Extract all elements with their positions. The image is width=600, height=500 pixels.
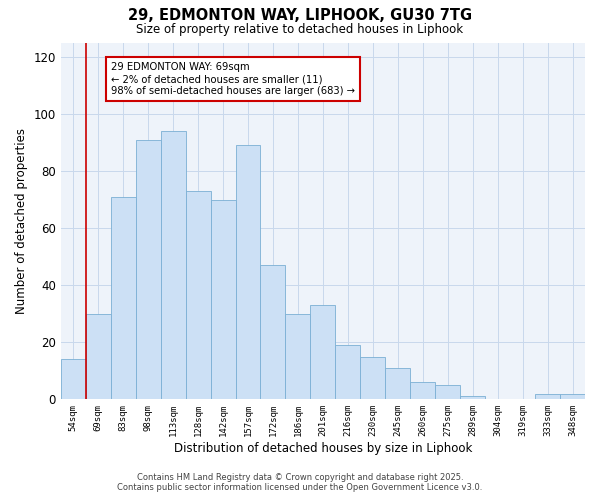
Bar — [310, 305, 335, 400]
Bar — [460, 396, 485, 400]
X-axis label: Distribution of detached houses by size in Liphook: Distribution of detached houses by size … — [174, 442, 472, 455]
Bar — [161, 131, 185, 400]
Bar — [185, 191, 211, 400]
Bar — [86, 314, 111, 400]
Bar — [560, 394, 585, 400]
Bar — [435, 385, 460, 400]
Bar — [361, 356, 385, 400]
Text: 29, EDMONTON WAY, LIPHOOK, GU30 7TG: 29, EDMONTON WAY, LIPHOOK, GU30 7TG — [128, 8, 472, 22]
Bar — [260, 265, 286, 400]
Bar — [236, 146, 260, 400]
Bar — [111, 196, 136, 400]
Bar — [385, 368, 410, 400]
Bar — [335, 345, 361, 400]
Bar — [286, 314, 310, 400]
Bar — [136, 140, 161, 400]
Text: Size of property relative to detached houses in Liphook: Size of property relative to detached ho… — [136, 22, 464, 36]
Text: Contains HM Land Registry data © Crown copyright and database right 2025.
Contai: Contains HM Land Registry data © Crown c… — [118, 473, 482, 492]
Bar — [61, 360, 86, 400]
Bar — [211, 200, 236, 400]
Bar — [410, 382, 435, 400]
Y-axis label: Number of detached properties: Number of detached properties — [15, 128, 28, 314]
Text: 29 EDMONTON WAY: 69sqm
← 2% of detached houses are smaller (11)
98% of semi-deta: 29 EDMONTON WAY: 69sqm ← 2% of detached … — [111, 62, 355, 96]
Bar — [535, 394, 560, 400]
